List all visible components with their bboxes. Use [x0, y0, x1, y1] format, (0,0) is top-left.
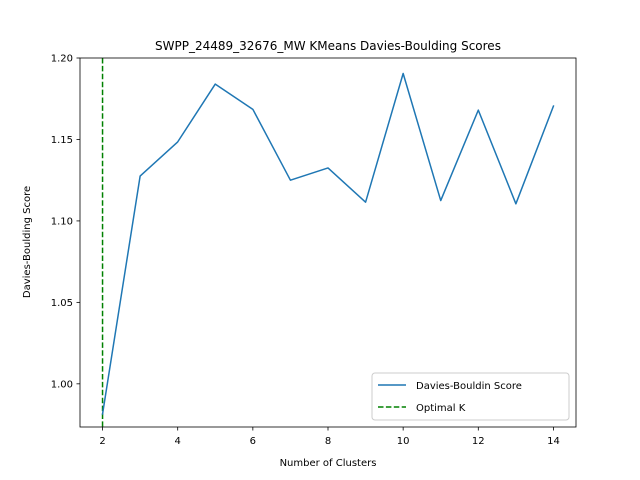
legend: Davies-Bouldin Score Optimal K	[371, 372, 570, 421]
y-tick-label: 1.15	[51, 135, 73, 146]
y-tick-label: 1.00	[51, 379, 73, 390]
x-axis-ticks: 2 4 6 8 10 12 14	[99, 427, 560, 447]
x-tick-label: 6	[250, 436, 256, 447]
y-tick-label: 1.05	[51, 298, 73, 309]
x-tick-label: 2	[99, 436, 105, 447]
x-tick-label: 14	[547, 436, 560, 447]
series-layer	[101, 72, 555, 415]
plot-area	[80, 58, 576, 427]
legend-label-davies-bouldin: Davies-Bouldin Score	[416, 381, 522, 392]
legend-box	[371, 372, 570, 421]
x-tick-label: 12	[472, 436, 485, 447]
y-axis-ticks: 1.00 1.05 1.10 1.15 1.20	[51, 54, 80, 390]
legend-label-optimal-k: Optimal K	[416, 403, 466, 414]
y-tick-label: 1.20	[51, 54, 73, 65]
x-axis-label: Number of Clusters	[280, 458, 377, 469]
x-tick-label: 10	[397, 436, 410, 447]
series-line-davies-bouldin	[101, 72, 555, 415]
y-axis-label: Davies-Boulding Score	[22, 186, 33, 298]
x-tick-label: 8	[325, 436, 331, 447]
chart-title: SWPP_24489_32676_MW KMeans Davies-Bouldi…	[155, 39, 501, 53]
y-tick-label: 1.10	[51, 216, 73, 227]
x-tick-label: 4	[175, 436, 181, 447]
